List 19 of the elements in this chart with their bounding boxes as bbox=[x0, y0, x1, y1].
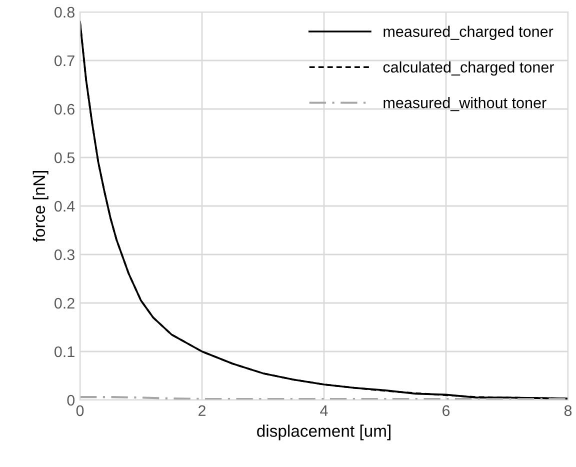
x-tick-label: 8 bbox=[564, 405, 572, 416]
y-tick-label: 0.5 bbox=[54, 152, 74, 164]
x-tick-label: 4 bbox=[320, 405, 328, 416]
x-axis-title: displacement [um] bbox=[257, 424, 390, 440]
y-tick-label: 0 bbox=[67, 394, 75, 406]
y-tick-label: 0.4 bbox=[54, 200, 75, 212]
legend-label: measured_charged toner bbox=[384, 26, 554, 40]
y-tick-label: 0.7 bbox=[54, 55, 74, 66]
legend-label: measured_without toner bbox=[384, 97, 546, 112]
y-tick-label: 0.6 bbox=[54, 104, 74, 115]
y-tick-label: 0.2 bbox=[54, 298, 74, 309]
x-tick-label: 0 bbox=[76, 405, 84, 416]
y-tick-label: 0.3 bbox=[54, 249, 74, 260]
legend-label: calculated_charged toner bbox=[383, 61, 554, 76]
x-tick-label: 2 bbox=[198, 405, 206, 416]
y-tick-label: 0.1 bbox=[54, 346, 74, 358]
x-tick-label: 6 bbox=[442, 405, 450, 416]
y-axis-title: force [nN] bbox=[32, 171, 48, 242]
y-tick-label: 0.8 bbox=[54, 6, 74, 18]
